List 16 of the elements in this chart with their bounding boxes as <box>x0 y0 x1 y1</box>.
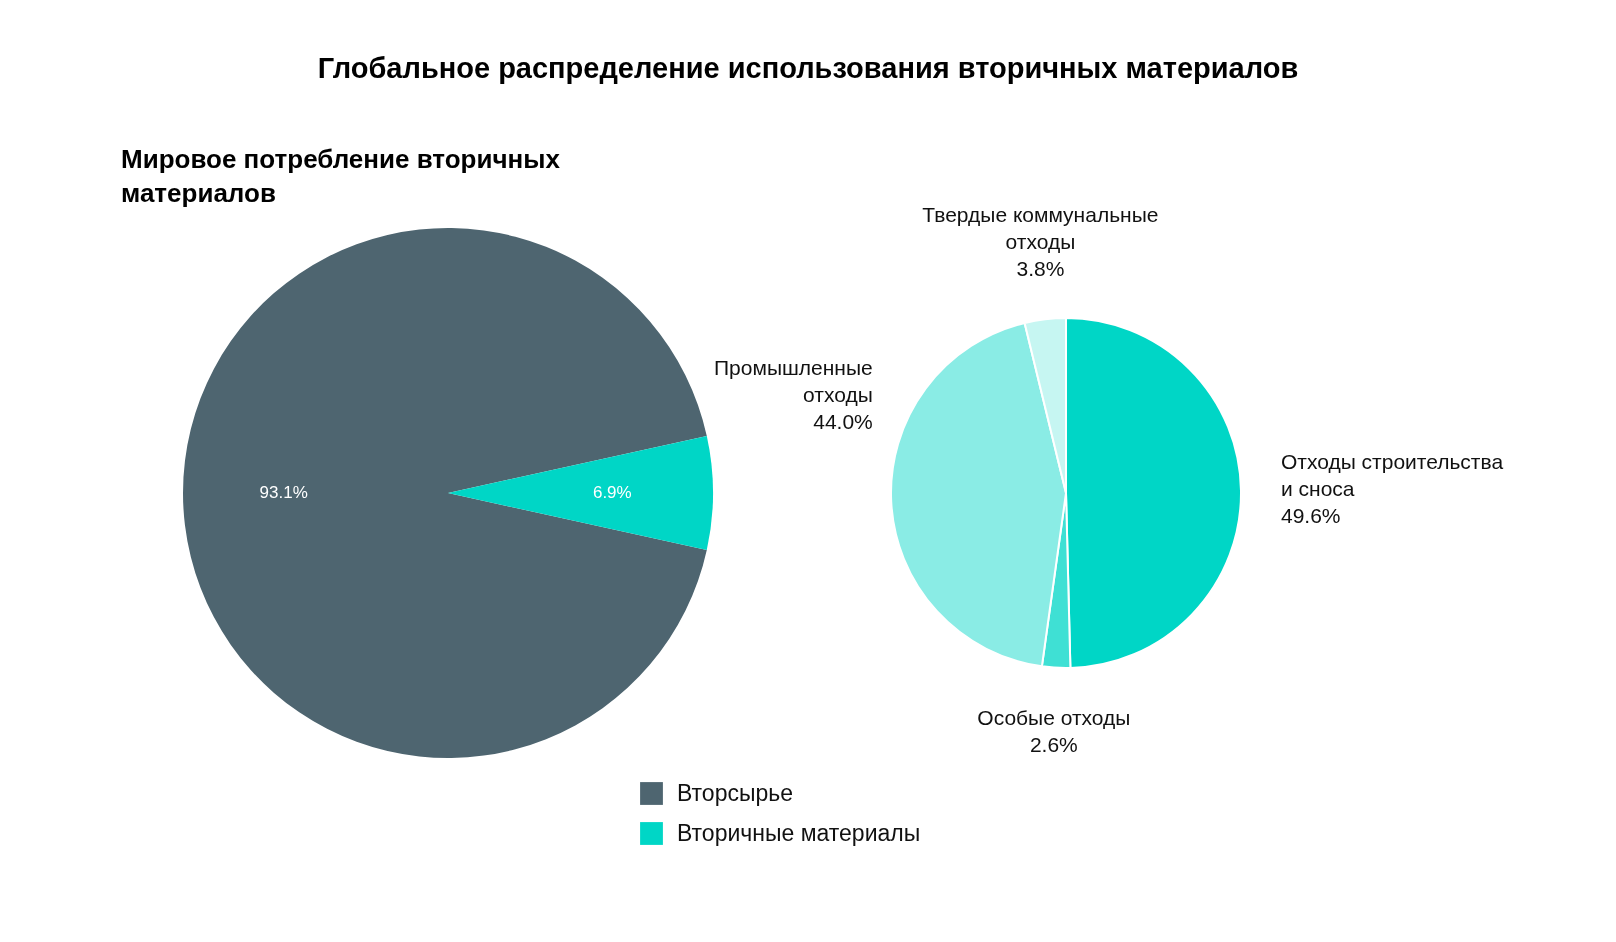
legend-label: Вторсырье <box>677 779 794 806</box>
slice-label: Особые отходы <box>977 705 1131 729</box>
data-label: 6.9% <box>592 483 632 502</box>
pie-slice <box>183 228 707 758</box>
chart-title: Глобальное распределение использования вторичных материалов <box>316 52 1300 85</box>
data-label: 3.8% <box>1016 256 1065 280</box>
chart-subtitle: Мировое потребление вторичных материалов <box>121 144 561 208</box>
slice-label: Отходы строительства и сноса <box>1280 450 1504 501</box>
legend-label: Вторичные материалы <box>677 819 921 846</box>
data-label: 2.6% <box>1029 732 1078 756</box>
pie-slice <box>448 436 713 550</box>
data-label: 44.0% <box>813 410 873 434</box>
data-label: 49.6% <box>1280 504 1341 528</box>
slice-label: Твердые коммунальные отходы <box>922 202 1159 253</box>
slice-label: Промышленные отходы <box>714 356 873 407</box>
data-label: 93.1% <box>259 483 308 502</box>
